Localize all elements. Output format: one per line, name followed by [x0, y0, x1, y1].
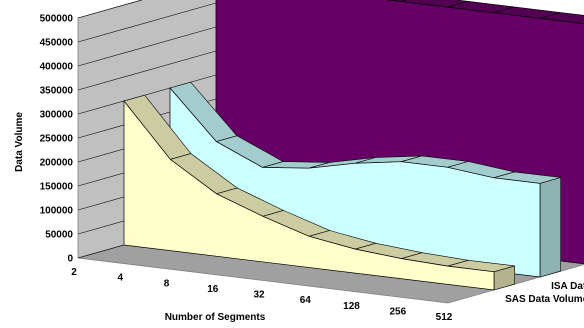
- series-end-cap: [539, 177, 562, 278]
- x-tick-label: 4: [118, 273, 124, 284]
- y-tick-label: 450000: [40, 38, 74, 49]
- y-tick-label: 100000: [40, 206, 74, 217]
- x-tick-label: 2: [71, 267, 77, 278]
- y-tick-label: 200000: [40, 158, 74, 169]
- x-tick-label: 64: [300, 295, 312, 306]
- series-front-face: [123, 99, 495, 291]
- x-tick-label: 512: [436, 312, 453, 323]
- series-label: ISA Data Volume: [551, 281, 584, 292]
- y-tick-label: 350000: [40, 86, 74, 97]
- y-tick-label: 50000: [45, 230, 73, 241]
- x-tick-label: 128: [343, 301, 360, 312]
- x-tick-label: 256: [389, 306, 406, 317]
- series-1: [123, 94, 516, 291]
- x-tick-label: 16: [207, 284, 219, 295]
- y-tick-label: 300000: [40, 110, 74, 121]
- series-label: SAS Data Volume: [505, 294, 584, 305]
- x-axis-title: Number of Segments: [165, 312, 266, 323]
- x-tick-label: 32: [253, 290, 265, 301]
- series-layer: [123, 0, 584, 291]
- y-axis-ticks: 0 50000 100000 150000 200000 250000 300000 3500…: [40, 14, 74, 265]
- y-tick-label: 500000: [40, 14, 74, 25]
- y-axis-title: Data Volume: [14, 112, 25, 172]
- x-axis-ticks: 2 4 8 16 32 64 128 256 512: [71, 267, 453, 323]
- y-tick-label: 150000: [40, 182, 74, 193]
- y-tick-label: 0: [67, 254, 73, 265]
- y-tick-label: 400000: [40, 62, 74, 73]
- y-tick-label: 250000: [40, 134, 74, 145]
- x-tick-label: 8: [164, 278, 170, 289]
